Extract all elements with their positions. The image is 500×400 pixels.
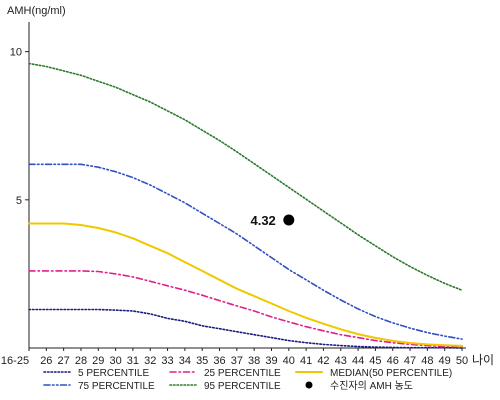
series-line-95-percentile bbox=[28, 62, 463, 292]
patient-amh-value-label: 4.32 bbox=[250, 213, 275, 228]
legend-label-5-percentile: 5 PERCENTILE bbox=[78, 368, 149, 379]
series-line-25-percentile bbox=[28, 270, 463, 348]
x-tick-label: 27 bbox=[58, 355, 70, 367]
x-tick-label: 16-25 bbox=[1, 355, 29, 367]
legend-label-25-percentile: 25 PERCENTILE bbox=[204, 368, 281, 379]
x-tick-label: 44 bbox=[352, 355, 364, 367]
x-tick-label: 35 bbox=[196, 355, 208, 367]
y-ticks: 5 10 bbox=[10, 47, 29, 207]
x-tick-label: 26 bbox=[40, 355, 52, 367]
x-tick-label: 33 bbox=[161, 355, 173, 367]
x-tick-label: 43 bbox=[335, 355, 347, 367]
x-tick-label: 37 bbox=[231, 355, 243, 367]
x-tick-label: 38 bbox=[248, 355, 260, 367]
x-tick-label: 28 bbox=[75, 355, 87, 367]
x-tick-label: 32 bbox=[144, 355, 156, 367]
legend-label-75-percentile: 75 PERCENTILE bbox=[78, 381, 155, 392]
patient-amh-marker bbox=[283, 214, 295, 226]
y-tick-label: 10 bbox=[10, 47, 22, 59]
x-tick-label: 41 bbox=[300, 355, 312, 367]
x-tick-label: 47 bbox=[404, 355, 416, 367]
y-axis-title: AMH(ng/ml) bbox=[7, 5, 66, 17]
legend-label-median-50-percentile: MEDIAN(50 PERCENTILE) bbox=[330, 368, 452, 379]
series-line-75-percentile bbox=[28, 163, 463, 340]
x-tick-label: 49 bbox=[439, 355, 451, 367]
legend-label-patient-marker: 수진자의 AMH 농도 bbox=[330, 380, 413, 392]
plot-area: 5 10 16-25 26 27 28 29 30 31 32 33 34 35 36 37 38 39 40 4… bbox=[1, 5, 494, 367]
series-line-median-50-percentile bbox=[28, 222, 463, 347]
x-tick-label: 29 bbox=[92, 355, 104, 367]
x-tick-label: 50 bbox=[456, 355, 468, 367]
marker-layer: 4.32 bbox=[250, 213, 295, 228]
legend-label-95-percentile: 95 PERCENTILE bbox=[204, 381, 281, 392]
x-tick-label: 48 bbox=[421, 355, 433, 367]
x-tick-label: 40 bbox=[283, 355, 295, 367]
x-ticks: 16-25 26 27 28 29 30 31 32 33 34 35 36 37 38 39 40 41 42 4… bbox=[1, 348, 468, 367]
legend: 5 PERCENTILE 25 PERCENTILE MEDIAN(50 PERCE… bbox=[43, 368, 452, 392]
x-tick-label: 31 bbox=[127, 355, 139, 367]
x-tick-label: 42 bbox=[317, 355, 329, 367]
x-tick-label: 45 bbox=[369, 355, 381, 367]
series-line-5-percentile bbox=[28, 308, 463, 349]
x-axis-title: 나이 bbox=[472, 353, 494, 367]
x-tick-label: 30 bbox=[109, 355, 121, 367]
x-tick-label: 46 bbox=[387, 355, 399, 367]
x-tick-label: 39 bbox=[265, 355, 277, 367]
series-layer bbox=[28, 62, 463, 349]
x-tick-label: 34 bbox=[179, 355, 191, 367]
x-tick-label: 36 bbox=[213, 355, 225, 367]
y-tick-label: 5 bbox=[16, 195, 22, 207]
legend-swatch-patient-marker bbox=[305, 381, 313, 389]
